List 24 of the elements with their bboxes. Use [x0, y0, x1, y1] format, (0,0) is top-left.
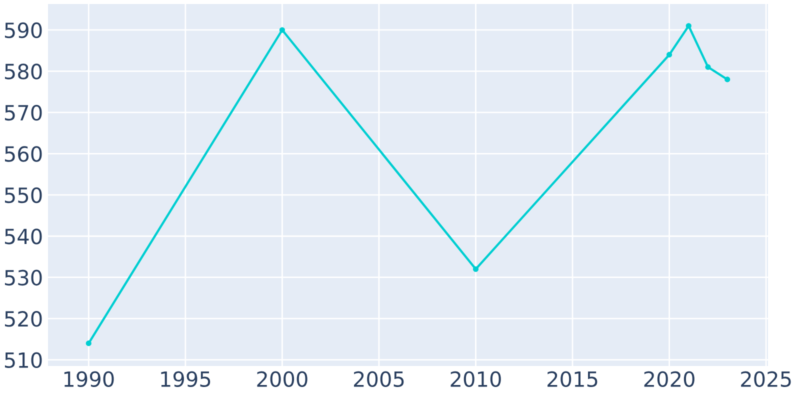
- point: [724, 76, 730, 82]
- x-tick-label: 2025: [741, 371, 791, 387]
- x-tick-label: 2020: [644, 371, 694, 387]
- x-tick-label: 2000: [257, 371, 308, 387]
- x-tick-label: 2010: [450, 371, 501, 387]
- x-tick-label: 2015: [548, 371, 598, 387]
- point: [686, 23, 692, 29]
- x-tick-label: 1990: [64, 371, 114, 387]
- y-tick-label: 570: [4, 104, 42, 121]
- y-tick-label: 580: [4, 64, 42, 80]
- x-tick-label: 1995: [161, 371, 210, 387]
- y-tick-label: 560: [4, 146, 42, 162]
- y-tick-label: 540: [4, 228, 42, 244]
- y-tick-label: 550: [4, 187, 42, 204]
- point: [666, 52, 672, 58]
- y-tick-label: 590: [4, 22, 42, 38]
- y-tick-label: 530: [4, 270, 42, 286]
- point: [472, 266, 479, 272]
- point: [86, 340, 92, 346]
- point: [705, 64, 711, 70]
- y-tick-label: 520: [4, 311, 42, 327]
- x-tick-label: 2005: [354, 371, 404, 387]
- y-tick-label: 510: [4, 352, 42, 368]
- point: [279, 27, 285, 33]
